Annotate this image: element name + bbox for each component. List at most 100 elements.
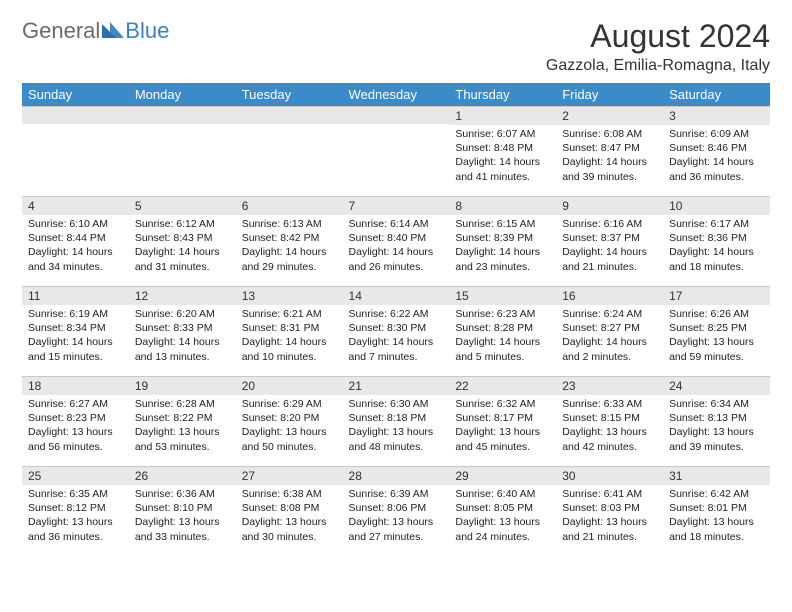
sunset-text: Sunset: 8:44 PM [28,231,123,245]
day-number: 8 [449,196,556,215]
sunset-text: Sunset: 8:48 PM [455,141,550,155]
day-content: Sunrise: 6:41 AMSunset: 8:03 PMDaylight:… [556,485,663,548]
day-number-bar [236,106,343,124]
day-cell [22,106,129,196]
day-number: 10 [663,196,770,215]
title-block: August 2024 Gazzola, Emilia-Romagna, Ita… [546,18,770,75]
day-content: Sunrise: 6:27 AMSunset: 8:23 PMDaylight:… [22,395,129,458]
day-number-bar [343,106,450,124]
header: General Blue August 2024 Gazzola, Emilia… [22,18,770,75]
day-content: Sunrise: 6:36 AMSunset: 8:10 PMDaylight:… [129,485,236,548]
week-row: 25Sunrise: 6:35 AMSunset: 8:12 PMDayligh… [22,466,770,556]
day-number: 23 [556,376,663,395]
day-cell: 1Sunrise: 6:07 AMSunset: 8:48 PMDaylight… [449,106,556,196]
day-number: 15 [449,286,556,305]
day-cell: 6Sunrise: 6:13 AMSunset: 8:42 PMDaylight… [236,196,343,286]
day-content: Sunrise: 6:34 AMSunset: 8:13 PMDaylight:… [663,395,770,458]
sunrise-text: Sunrise: 6:35 AM [28,487,123,501]
daylight-text: Daylight: 13 hours and 50 minutes. [242,425,337,453]
sunset-text: Sunset: 8:13 PM [669,411,764,425]
day-content: Sunrise: 6:09 AMSunset: 8:46 PMDaylight:… [663,125,770,188]
day-number: 20 [236,376,343,395]
sunrise-text: Sunrise: 6:39 AM [349,487,444,501]
day-cell: 17Sunrise: 6:26 AMSunset: 8:25 PMDayligh… [663,286,770,376]
sunrise-text: Sunrise: 6:08 AM [562,127,657,141]
day-content: Sunrise: 6:33 AMSunset: 8:15 PMDaylight:… [556,395,663,458]
daylight-text: Daylight: 13 hours and 42 minutes. [562,425,657,453]
day-number: 9 [556,196,663,215]
sunrise-text: Sunrise: 6:42 AM [669,487,764,501]
daylight-text: Daylight: 13 hours and 36 minutes. [28,515,123,543]
day-number: 17 [663,286,770,305]
logo: General Blue [22,18,169,44]
sunrise-text: Sunrise: 6:21 AM [242,307,337,321]
daylight-text: Daylight: 14 hours and 39 minutes. [562,155,657,183]
day-number: 31 [663,466,770,485]
sunset-text: Sunset: 8:06 PM [349,501,444,515]
sunrise-text: Sunrise: 6:34 AM [669,397,764,411]
day-cell: 4Sunrise: 6:10 AMSunset: 8:44 PMDaylight… [22,196,129,286]
day-cell: 19Sunrise: 6:28 AMSunset: 8:22 PMDayligh… [129,376,236,466]
day-number: 29 [449,466,556,485]
page: General Blue August 2024 Gazzola, Emilia… [0,0,792,574]
sunset-text: Sunset: 8:12 PM [28,501,123,515]
day-header: Friday [556,83,663,106]
week-row: 11Sunrise: 6:19 AMSunset: 8:34 PMDayligh… [22,286,770,376]
day-cell: 29Sunrise: 6:40 AMSunset: 8:05 PMDayligh… [449,466,556,556]
daylight-text: Daylight: 13 hours and 30 minutes. [242,515,337,543]
day-content: Sunrise: 6:23 AMSunset: 8:28 PMDaylight:… [449,305,556,368]
daylight-text: Daylight: 14 hours and 41 minutes. [455,155,550,183]
day-cell [343,106,450,196]
daylight-text: Daylight: 13 hours and 24 minutes. [455,515,550,543]
day-number: 25 [22,466,129,485]
daylight-text: Daylight: 14 hours and 13 minutes. [135,335,230,363]
day-cell: 30Sunrise: 6:41 AMSunset: 8:03 PMDayligh… [556,466,663,556]
day-cell: 5Sunrise: 6:12 AMSunset: 8:43 PMDaylight… [129,196,236,286]
day-cell: 18Sunrise: 6:27 AMSunset: 8:23 PMDayligh… [22,376,129,466]
day-content: Sunrise: 6:10 AMSunset: 8:44 PMDaylight:… [22,215,129,278]
sunset-text: Sunset: 8:31 PM [242,321,337,335]
day-content: Sunrise: 6:13 AMSunset: 8:42 PMDaylight:… [236,215,343,278]
sunrise-text: Sunrise: 6:16 AM [562,217,657,231]
daylight-text: Daylight: 13 hours and 56 minutes. [28,425,123,453]
sunrise-text: Sunrise: 6:13 AM [242,217,337,231]
day-content: Sunrise: 6:22 AMSunset: 8:30 PMDaylight:… [343,305,450,368]
sunset-text: Sunset: 8:10 PM [135,501,230,515]
calendar-table: Sunday Monday Tuesday Wednesday Thursday… [22,83,770,556]
sunset-text: Sunset: 8:25 PM [669,321,764,335]
day-cell: 16Sunrise: 6:24 AMSunset: 8:27 PMDayligh… [556,286,663,376]
week-row: 1Sunrise: 6:07 AMSunset: 8:48 PMDaylight… [22,106,770,196]
sunset-text: Sunset: 8:01 PM [669,501,764,515]
day-header-row: Sunday Monday Tuesday Wednesday Thursday… [22,83,770,106]
day-content: Sunrise: 6:08 AMSunset: 8:47 PMDaylight:… [556,125,663,188]
day-content: Sunrise: 6:39 AMSunset: 8:06 PMDaylight:… [343,485,450,548]
sunset-text: Sunset: 8:42 PM [242,231,337,245]
week-row: 18Sunrise: 6:27 AMSunset: 8:23 PMDayligh… [22,376,770,466]
day-number: 12 [129,286,236,305]
sunrise-text: Sunrise: 6:14 AM [349,217,444,231]
day-cell: 3Sunrise: 6:09 AMSunset: 8:46 PMDaylight… [663,106,770,196]
day-cell: 11Sunrise: 6:19 AMSunset: 8:34 PMDayligh… [22,286,129,376]
day-content: Sunrise: 6:40 AMSunset: 8:05 PMDaylight:… [449,485,556,548]
day-cell: 8Sunrise: 6:15 AMSunset: 8:39 PMDaylight… [449,196,556,286]
sunset-text: Sunset: 8:34 PM [28,321,123,335]
day-number: 14 [343,286,450,305]
daylight-text: Daylight: 13 hours and 59 minutes. [669,335,764,363]
day-content: Sunrise: 6:32 AMSunset: 8:17 PMDaylight:… [449,395,556,458]
daylight-text: Daylight: 14 hours and 15 minutes. [28,335,123,363]
sunset-text: Sunset: 8:39 PM [455,231,550,245]
day-number: 19 [129,376,236,395]
day-cell [236,106,343,196]
day-number: 7 [343,196,450,215]
sunset-text: Sunset: 8:28 PM [455,321,550,335]
sunrise-text: Sunrise: 6:29 AM [242,397,337,411]
daylight-text: Daylight: 13 hours and 18 minutes. [669,515,764,543]
day-number: 28 [343,466,450,485]
logo-text-1: General [22,18,100,44]
day-number: 21 [343,376,450,395]
daylight-text: Daylight: 14 hours and 7 minutes. [349,335,444,363]
daylight-text: Daylight: 14 hours and 31 minutes. [135,245,230,273]
daylight-text: Daylight: 14 hours and 29 minutes. [242,245,337,273]
day-cell: 7Sunrise: 6:14 AMSunset: 8:40 PMDaylight… [343,196,450,286]
day-number: 4 [22,196,129,215]
